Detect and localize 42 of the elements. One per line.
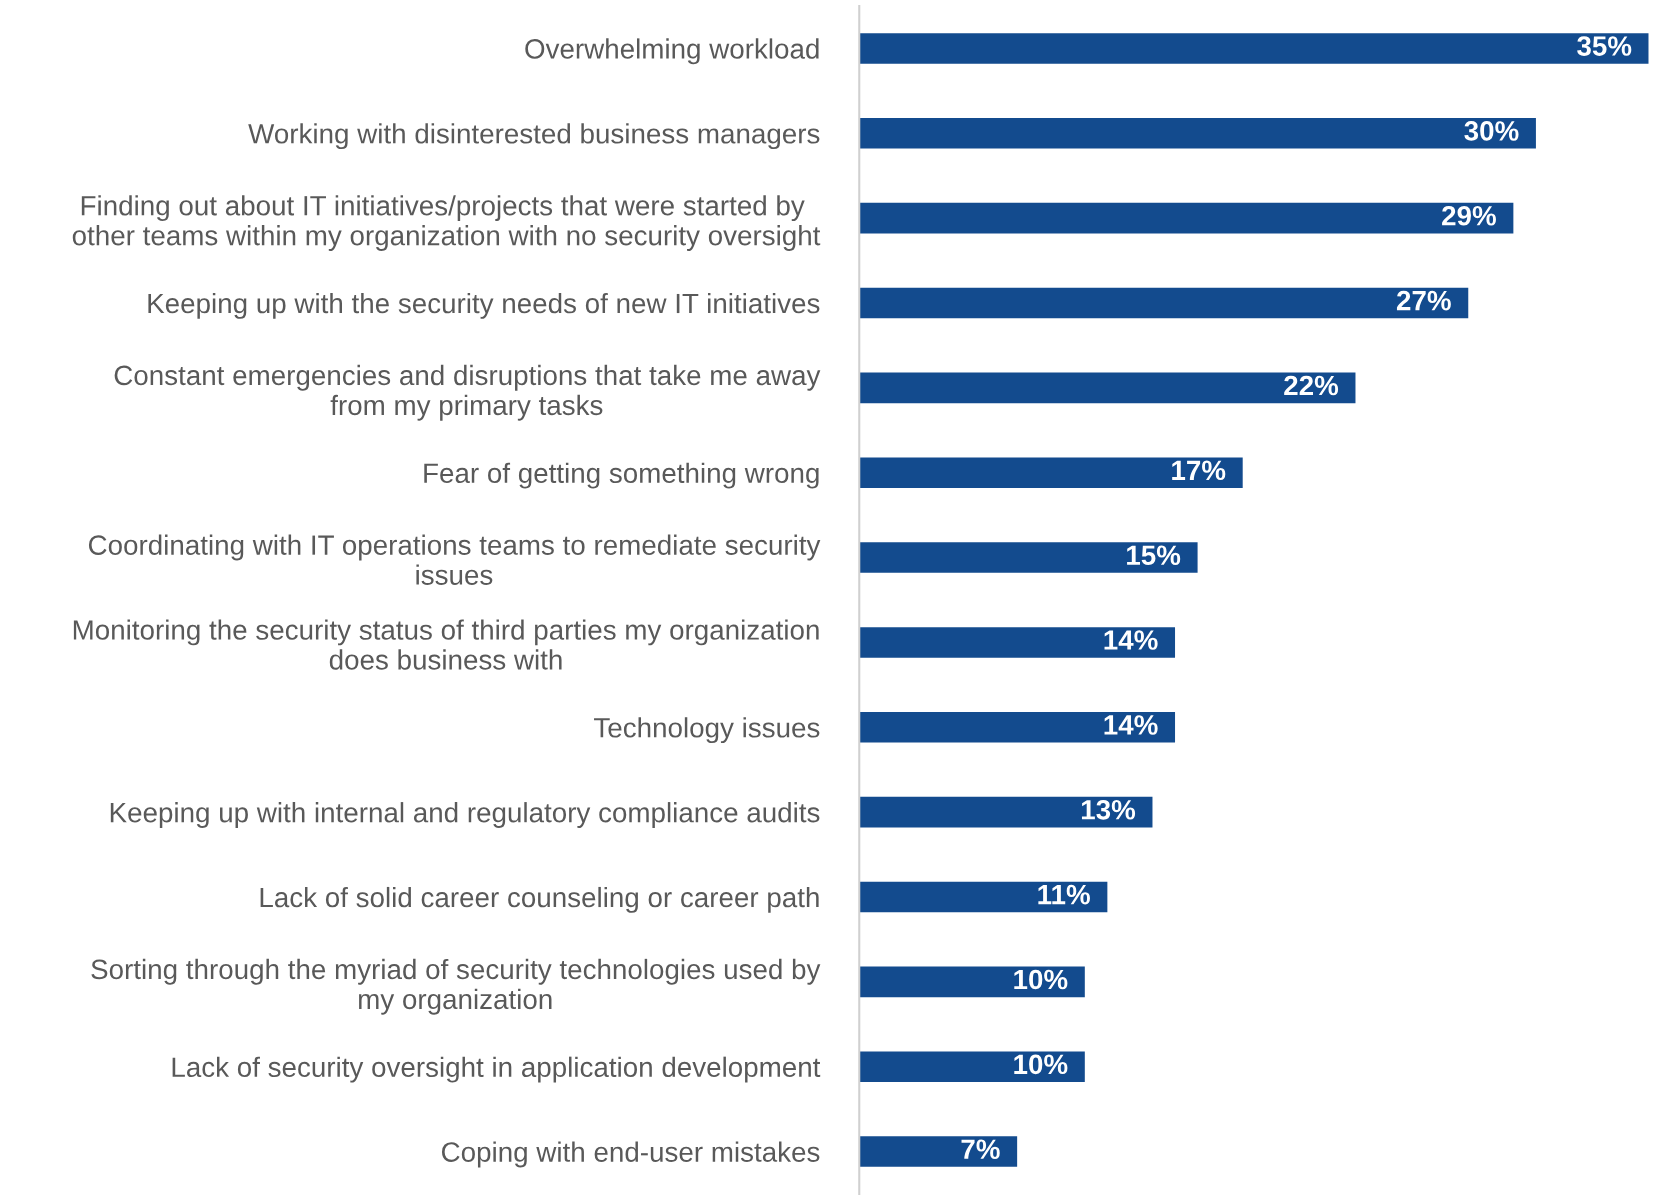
data-label: 11% <box>1038 884 1090 905</box>
y-tick-label: Technology issues <box>594 717 820 744</box>
y-tick-label: Overwhelming workload <box>525 38 819 65</box>
y-tick-label: Lack of security oversight in application development <box>172 1056 821 1083</box>
y-tick-label: Monitoring the security status of third parties my organization does business with <box>73 619 819 670</box>
y-tick-label: Sorting through the myriad of security technologies used by my organization <box>91 958 821 1015</box>
data-label: 10% <box>1014 1054 1068 1075</box>
y-tick-label: Finding out about IT initiatives/projects that were started by other teams within my organization with no security oversight <box>72 195 821 251</box>
data-label: 17% <box>1172 460 1226 481</box>
y-tick-label: Constant emergencies and disruptions that take me away from my primary tasks <box>114 364 821 421</box>
y-tick-label: Keeping up with internal and regulatory compliance audits <box>110 802 820 828</box>
bar <box>859 542 1198 573</box>
y-tick-label: Coordinating with IT operations teams to remediate security issues <box>88 534 821 585</box>
data-label: 35% <box>1577 36 1632 56</box>
bar <box>859 1051 1085 1082</box>
bar <box>859 118 1536 149</box>
y-tick-label: Fear of getting something wrong <box>424 462 819 489</box>
data-label: 29% <box>1442 205 1496 226</box>
data-label: 7% <box>961 1139 1000 1159</box>
data-label: 10% <box>1014 969 1068 990</box>
bar <box>859 1136 1018 1167</box>
data-label: 27% <box>1396 290 1451 311</box>
y-tick-label: Keeping up with the security needs of new IT initiatives <box>148 292 820 319</box>
data-label: 22% <box>1284 375 1339 396</box>
y-tick-label: Working with disinterested business managers <box>248 123 820 150</box>
y-tick-label: Lack of solid career counseling or career path <box>260 886 819 913</box>
bar <box>859 627 1176 658</box>
data-label: 15% <box>1127 545 1181 566</box>
data-label: 13% <box>1081 799 1136 820</box>
data-label: 14% <box>1104 630 1158 650</box>
data-label: 14% <box>1104 715 1158 735</box>
y-tick-label: Coping with end-user mistakes <box>442 1141 820 1168</box>
bar <box>859 712 1176 743</box>
data-label: 30% <box>1464 121 1519 141</box>
bar <box>859 457 1243 488</box>
bar <box>859 372 1356 404</box>
bar <box>859 33 1649 64</box>
bar <box>859 287 1469 319</box>
bar <box>859 966 1085 998</box>
bar <box>859 202 1514 234</box>
bar <box>859 796 1153 828</box>
bar <box>859 881 1108 913</box>
